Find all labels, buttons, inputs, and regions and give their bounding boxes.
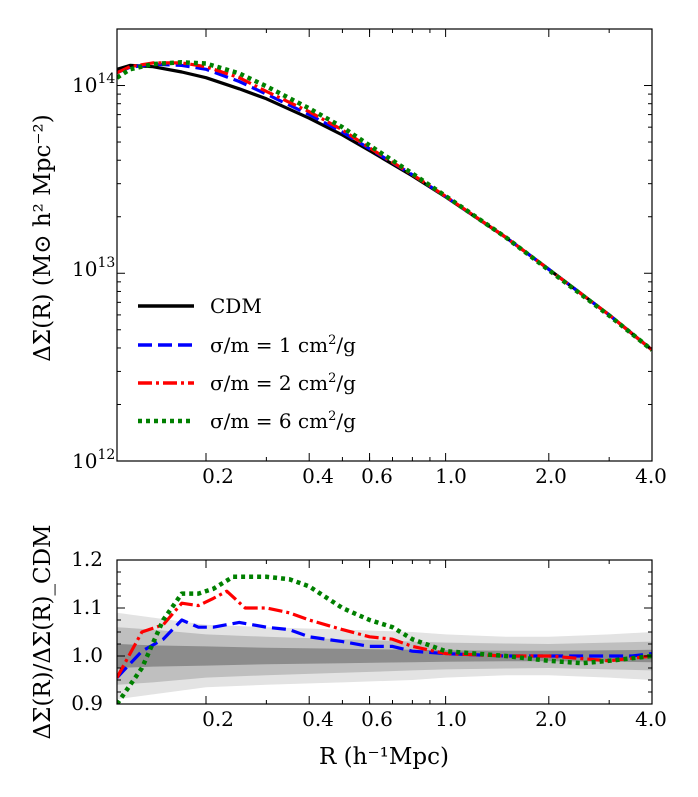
top-ytick-label-1e12: 1012 <box>72 447 115 473</box>
top-xtick-label-0.2: 0.2 <box>202 464 234 488</box>
top-xtick-labels: 0.2 0.4 0.6 1.0 2.0 4.0 <box>202 464 667 488</box>
bottom-ytick-label-1.1: 1.1 <box>71 595 103 619</box>
bottom-x-axis-label: R (h⁻¹Mpc) <box>319 744 449 770</box>
bottom-ytick-label-0.9: 0.9 <box>71 691 103 715</box>
bottom-series-line-1 <box>117 589 652 679</box>
bottom-xtick-label-1.0: 1.0 <box>435 707 467 731</box>
top-plot-frame <box>116 28 653 462</box>
bottom-series-line-2 <box>117 574 652 704</box>
bottom-xtick-label-4.0: 4.0 <box>635 707 667 731</box>
bottom-xtick-labels: 0.2 0.4 0.6 1.0 2.0 4.0 <box>202 707 667 731</box>
bottom-y-axis-label: ΔΣ(R)/ΔΣ(R)_CDM <box>30 524 56 739</box>
top-ytick-label-1e14: 1014 <box>72 71 115 97</box>
top-panel: 1012 1013 1014 0.2 0.4 0.6 1.0 2.0 4.0 Δ… <box>30 28 667 488</box>
bottom-ytick-labels: 0.9 1.0 1.1 1.2 <box>71 547 103 715</box>
legend-label-sigma2: σ/m = 2 cm2/g <box>210 371 356 395</box>
bottom-panel: 0.9 1.0 1.1 1.2 0.2 0.4 0.6 1.0 2.0 4.0 … <box>30 524 667 770</box>
top-y-axis-label: ΔΣ(R) (M⊙ h² Mpc⁻²) <box>30 114 56 361</box>
legend-label-sigma1: σ/m = 1 cm2/g <box>210 333 356 357</box>
top-ticks <box>117 28 653 462</box>
bottom-band-inner <box>117 644 652 668</box>
bottom-xtick-label-0.2: 0.2 <box>202 707 234 731</box>
legend-label-cdm: CDM <box>210 294 262 318</box>
bottom-series-group <box>117 574 652 704</box>
top-series-line-0 <box>117 63 652 352</box>
top-series-line-1 <box>117 62 652 352</box>
bottom-xtick-label-2.0: 2.0 <box>535 707 567 731</box>
bottom-xtick-label-0.4: 0.4 <box>302 707 334 731</box>
bottom-bands-group <box>117 612 652 700</box>
top-series-line-3 <box>117 60 652 352</box>
bottom-xtick-label-0.6: 0.6 <box>361 707 393 731</box>
top-xtick-label-2.0: 2.0 <box>535 464 567 488</box>
top-ytick-label-1e13: 1013 <box>72 255 115 281</box>
bottom-ytick-label-1.0: 1.0 <box>71 643 103 667</box>
top-xtick-label-4.0: 4.0 <box>635 464 667 488</box>
bottom-ytick-label-1.2: 1.2 <box>71 547 103 571</box>
top-xtick-label-1.0: 1.0 <box>435 464 467 488</box>
top-xtick-label-0.6: 0.6 <box>361 464 393 488</box>
top-xtick-label-0.4: 0.4 <box>302 464 334 488</box>
legend: CDM σ/m = 1 cm2/g σ/m = 2 cm2/g σ/m = 6 … <box>138 294 356 433</box>
top-series-group <box>117 60 652 352</box>
top-series-line-2 <box>117 61 652 352</box>
bottom-ticks <box>117 559 653 705</box>
legend-label-sigma6: σ/m = 6 cm2/g <box>210 409 356 433</box>
